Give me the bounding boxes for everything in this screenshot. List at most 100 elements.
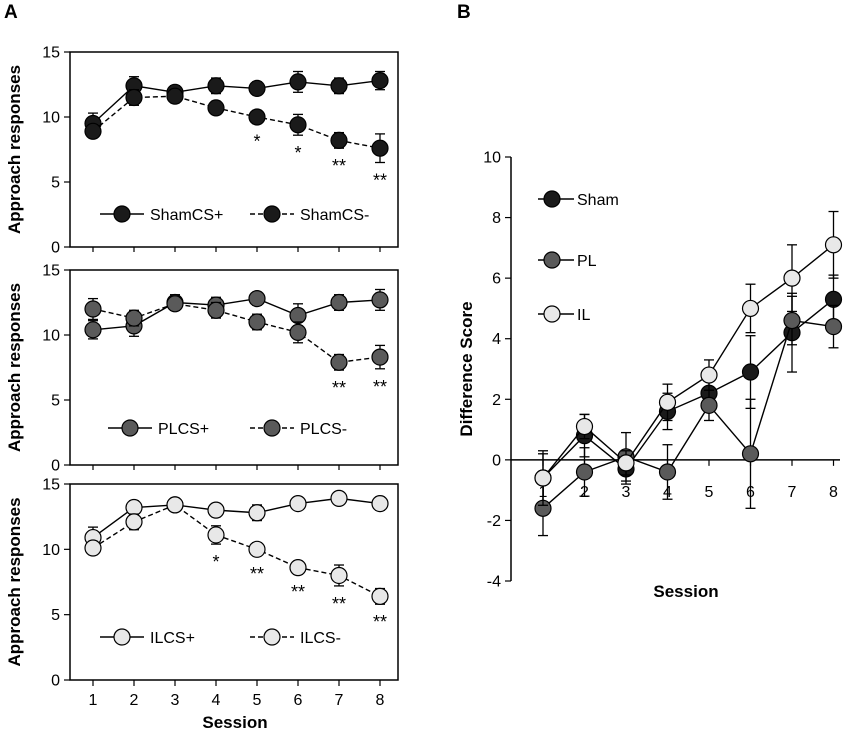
data-point	[371, 71, 389, 90]
sig-marker: **	[373, 612, 387, 632]
sham-approach-chart: Approach responses ShamCS+ ShamCS- 0 5 10 15…	[5, 45, 399, 257]
legend-label-shamcs-plus: ShamCS+	[150, 207, 223, 224]
diff-y-axis-label: Difference Score	[457, 301, 476, 436]
data-point	[248, 290, 266, 308]
sig-marker: **	[332, 156, 346, 176]
data-point	[330, 566, 348, 585]
y-tick-label: 10	[42, 328, 60, 345]
x-tick-label: 1	[89, 692, 98, 709]
x-tick-label: 5	[705, 484, 714, 501]
data-point	[125, 498, 143, 517]
series-line	[542, 298, 834, 479]
sham-legend: ShamCS+ ShamCS-	[100, 205, 369, 224]
data-point	[741, 363, 760, 381]
data-point	[248, 504, 266, 522]
sig-marker: **	[250, 564, 264, 584]
data-point	[330, 131, 348, 149]
y-tick-label: 0	[51, 240, 60, 257]
data-point	[371, 587, 389, 605]
pl-legend: PLCS+ PLCS-	[108, 419, 347, 438]
y-tick-label: -4	[487, 574, 501, 591]
series-shamcs-minus	[84, 87, 389, 164]
data-point	[289, 495, 307, 513]
x-tick-label: 6	[294, 692, 303, 709]
il-approach-chart: Approach responses Session ILCS+ ILCS- 0 5…	[5, 477, 399, 732]
legend-label-shamcs-minus: ShamCS-	[300, 207, 369, 224]
y-tick-label: 5	[51, 175, 60, 192]
y-tick-label: 15	[42, 263, 60, 280]
sig-marker: **	[332, 594, 346, 614]
sig-marker: **	[373, 377, 387, 397]
series-ilcs-minus	[84, 496, 389, 605]
x-tick-label: 2	[130, 692, 139, 709]
data-point	[207, 501, 225, 519]
sig-marker: **	[332, 378, 346, 398]
pl-y-axis-label: Approach responses	[5, 283, 24, 452]
legend-label-sham: Sham	[577, 192, 619, 209]
il-legend: ILCS+ ILCS-	[100, 628, 341, 647]
legend-marker	[113, 628, 131, 646]
data-point	[125, 309, 143, 327]
data-point	[371, 139, 389, 157]
difference-score-chart: Difference Score Session Sham PL IL -4 -2 0 2…	[457, 150, 843, 601]
data-point	[84, 539, 102, 557]
data-point	[248, 108, 266, 126]
legend-marker	[263, 628, 281, 646]
y-tick-label: 5	[51, 393, 60, 410]
sham-plot-frame	[69, 51, 399, 248]
y-tick-label: 6	[492, 271, 501, 288]
data-point	[783, 311, 801, 330]
legend-label-ilcs-plus: ILCS+	[150, 630, 195, 647]
diff-legend: Sham PL IL	[538, 190, 619, 324]
data-point	[330, 293, 348, 312]
x-tick-label: 4	[212, 692, 221, 709]
pl-plot-frame	[69, 269, 399, 466]
data-point	[658, 393, 677, 411]
data-point	[824, 318, 843, 336]
sham-y-axis-label: Approach responses	[5, 65, 24, 234]
legend-marker	[263, 205, 281, 223]
data-point	[371, 495, 389, 513]
data-point	[207, 99, 225, 117]
legend-label-plcs-plus: PLCS+	[158, 421, 209, 438]
data-point	[824, 236, 843, 254]
series-plcs-minus	[84, 295, 389, 371]
data-point	[700, 396, 718, 414]
y-tick-label: 10	[42, 542, 60, 559]
data-point	[289, 559, 307, 577]
data-point	[289, 116, 307, 134]
data-point	[534, 469, 552, 487]
series-il	[534, 210, 843, 506]
data-point	[330, 77, 348, 95]
data-point	[248, 313, 266, 331]
diff-x-axis-label: Session	[653, 582, 718, 601]
legend-marker	[121, 419, 139, 437]
panel-b-label: B	[457, 2, 471, 23]
data-point	[658, 463, 677, 481]
y-tick-label: 10	[483, 150, 501, 167]
data-point	[84, 321, 102, 339]
sig-marker: *	[212, 552, 219, 572]
y-tick-label: 2	[492, 392, 501, 409]
y-tick-label: -2	[487, 513, 501, 530]
y-tick-label: 4	[492, 331, 501, 348]
il-plot-frame	[69, 483, 399, 681]
y-tick-label: 15	[42, 477, 60, 494]
legend-marker	[543, 251, 561, 269]
data-point	[617, 454, 635, 472]
x-tick-label: 7	[788, 484, 797, 501]
data-point	[207, 526, 225, 544]
y-tick-label: 5	[51, 607, 60, 624]
data-point	[289, 73, 307, 91]
x-tick-label: 3	[171, 692, 180, 709]
legend-marker	[263, 419, 281, 437]
data-point	[207, 301, 225, 319]
y-tick-label: 8	[492, 210, 501, 227]
data-point	[575, 417, 594, 436]
legend-marker	[543, 305, 561, 323]
data-point	[783, 269, 801, 287]
data-point	[248, 79, 266, 98]
data-point	[166, 295, 184, 313]
data-point	[700, 366, 718, 384]
sig-marker: *	[253, 132, 260, 152]
